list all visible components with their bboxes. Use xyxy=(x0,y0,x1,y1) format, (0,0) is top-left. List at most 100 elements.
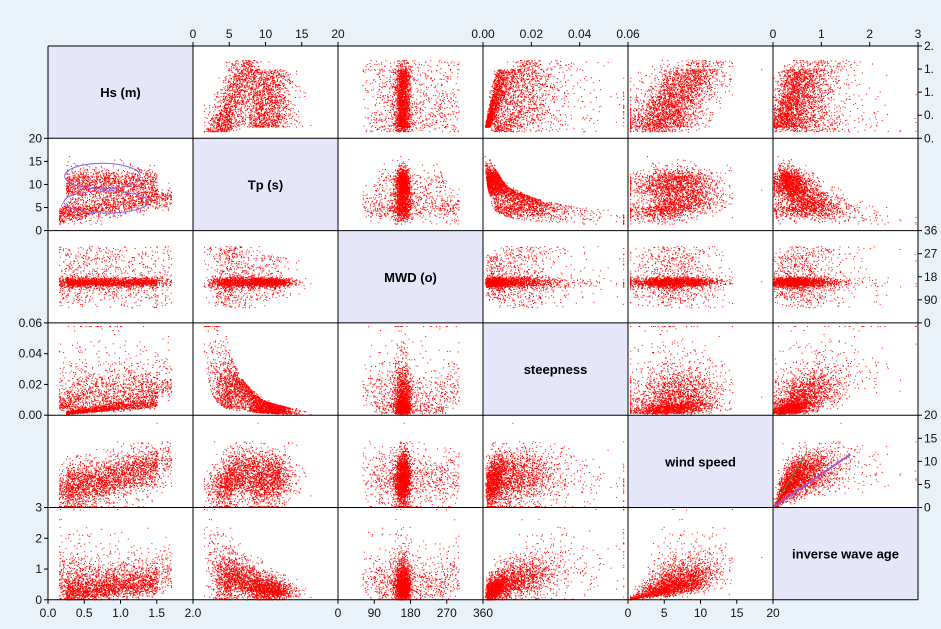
data-point xyxy=(258,103,259,104)
data-point xyxy=(267,82,268,83)
data-point xyxy=(208,122,209,123)
data-point xyxy=(277,80,278,81)
data-point xyxy=(252,111,253,112)
data-point xyxy=(260,104,261,105)
data-point xyxy=(245,68,246,69)
data-point xyxy=(254,119,255,120)
data-point xyxy=(283,86,284,87)
data-point xyxy=(271,89,272,90)
data-point xyxy=(283,102,284,103)
data-point xyxy=(263,82,264,83)
data-point xyxy=(217,114,218,115)
data-point xyxy=(214,94,215,95)
data-point xyxy=(272,106,273,107)
data-point xyxy=(279,85,280,86)
data-point xyxy=(282,110,283,111)
data-point xyxy=(240,81,241,82)
data-point xyxy=(208,114,209,115)
data-point xyxy=(237,102,238,103)
data-point xyxy=(216,117,217,118)
data-point xyxy=(227,114,228,115)
data-point xyxy=(250,104,251,105)
data-point xyxy=(282,89,283,90)
data-point xyxy=(277,71,278,72)
data-point xyxy=(256,118,257,119)
data-point xyxy=(260,77,261,78)
data-point xyxy=(247,91,248,92)
data-point xyxy=(253,81,254,82)
data-point xyxy=(289,109,290,110)
data-point xyxy=(263,118,264,119)
data-point xyxy=(270,92,271,93)
data-point xyxy=(204,126,205,127)
data-point xyxy=(223,114,224,115)
data-point xyxy=(249,85,250,86)
data-point xyxy=(228,103,229,104)
data-point xyxy=(225,112,226,113)
data-point xyxy=(274,107,275,108)
data-point xyxy=(256,127,257,128)
data-point xyxy=(266,110,267,111)
data-point xyxy=(261,80,262,81)
data-point xyxy=(249,63,250,64)
data-point xyxy=(290,114,291,115)
data-point xyxy=(264,72,265,73)
data-point xyxy=(221,102,222,103)
data-point xyxy=(233,109,234,110)
data-point xyxy=(273,90,274,91)
data-point xyxy=(229,69,230,70)
data-point xyxy=(204,111,205,112)
data-point xyxy=(278,126,279,127)
data-point xyxy=(279,111,280,112)
data-point xyxy=(232,93,233,94)
data-point xyxy=(269,79,270,80)
data-point xyxy=(269,96,270,97)
data-point xyxy=(286,113,287,114)
data-point xyxy=(234,76,235,77)
data-point xyxy=(304,92,305,93)
data-point xyxy=(234,122,235,123)
data-point xyxy=(262,105,263,106)
data-point xyxy=(295,124,296,125)
data-point xyxy=(291,108,292,109)
data-point xyxy=(272,104,273,105)
data-point xyxy=(240,103,241,104)
data-point xyxy=(220,105,221,106)
data-point xyxy=(228,121,229,122)
data-point xyxy=(274,123,275,124)
data-point xyxy=(280,81,281,82)
data-point xyxy=(226,113,227,114)
data-point xyxy=(295,90,296,91)
data-point xyxy=(249,116,250,117)
data-point xyxy=(229,114,230,115)
data-point xyxy=(274,86,275,87)
data-point xyxy=(230,91,231,92)
data-point xyxy=(260,94,261,95)
data-point xyxy=(259,82,260,83)
data-point xyxy=(247,64,248,65)
data-point xyxy=(285,80,286,81)
data-point xyxy=(240,79,241,80)
data-point xyxy=(271,123,272,124)
data-point xyxy=(226,62,227,63)
data-point xyxy=(265,126,266,127)
data-point xyxy=(260,70,261,71)
data-point xyxy=(224,89,225,90)
data-point xyxy=(283,103,284,104)
data-point xyxy=(249,93,250,94)
data-point xyxy=(276,108,277,109)
data-point xyxy=(276,116,277,117)
data-point xyxy=(255,88,256,89)
data-point xyxy=(224,101,225,102)
data-point xyxy=(270,83,271,84)
data-point xyxy=(245,114,246,115)
data-point xyxy=(245,91,246,92)
data-point xyxy=(264,97,265,98)
data-point xyxy=(265,112,266,113)
data-point xyxy=(279,121,280,122)
data-point xyxy=(282,84,283,85)
data-point xyxy=(225,125,226,126)
data-point xyxy=(272,96,273,97)
data-point xyxy=(220,115,221,116)
data-point xyxy=(287,81,288,82)
